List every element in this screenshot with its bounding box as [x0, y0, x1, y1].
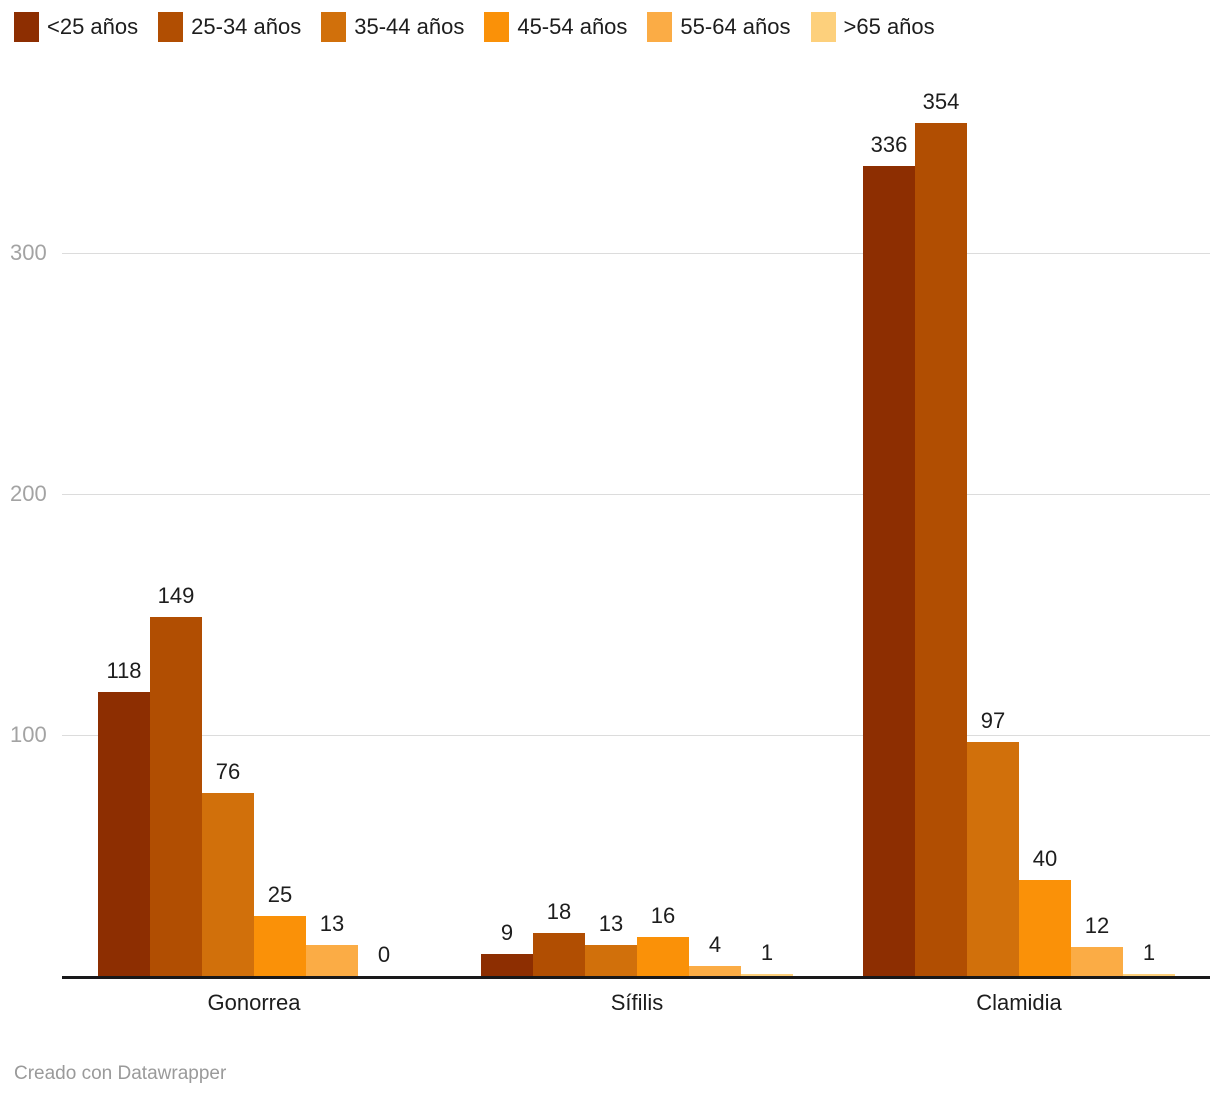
legend-item-45-54-anos: 45-54 años: [484, 12, 627, 42]
gridline-200: [62, 494, 1210, 495]
legend-label: >65 años: [843, 14, 935, 39]
value-label-gonorrea-gt-65-anos: 0: [377, 942, 391, 967]
bar-clamidia-25-34-anos: [915, 123, 967, 976]
bar-clamidia-55-64-anos: [1071, 947, 1123, 976]
bar-gonorrea-25-34-anos: [150, 617, 202, 976]
legend: <25 años 25-34 años 35-44 años 45-54 años 55…: [14, 12, 935, 42]
value-label-clamidia-45-54-anos: 40: [1032, 846, 1058, 871]
legend-swatch-icon: [810, 12, 836, 42]
value-label-clamidia-55-64-anos: 12: [1084, 913, 1110, 938]
bar-sifilis-55-64-anos: [689, 966, 741, 976]
legend-label: 35-44 años: [354, 14, 465, 39]
value-label-sifilis-lt-25-anos: 9: [500, 920, 514, 945]
y-tick-label-100: 100: [10, 722, 47, 747]
bar-gonorrea-45-54-anos: [254, 916, 306, 976]
value-label-sifilis-55-64-anos: 4: [708, 932, 722, 957]
bar-sifilis-25-34-anos: [533, 933, 585, 976]
legend-item-55-64-anos: 55-64 años: [647, 12, 791, 42]
bar-sifilis-gt-65-anos: [741, 974, 793, 976]
bar-sifilis-lt-25-anos: [481, 954, 533, 976]
value-label-clamidia-25-34-anos: 354: [922, 89, 960, 114]
value-label-clamidia-gt-65-anos: 1: [1142, 940, 1156, 965]
bar-gonorrea-55-64-anos: [306, 945, 358, 976]
legend-item-35-44-anos: 35-44 años: [321, 12, 464, 42]
value-label-sifilis-gt-65-anos: 1: [760, 940, 774, 965]
legend-label: <25 años: [47, 14, 139, 39]
gridline-300: [62, 253, 1210, 254]
legend-item-gt-65-anos: >65 años: [810, 12, 935, 42]
datawrapper-credit: Creado con Datawrapper: [14, 1063, 227, 1084]
value-label-sifilis-45-54-anos: 16: [650, 903, 676, 928]
y-tick-label-300: 300: [10, 240, 47, 265]
category-label-clamidia: Clamidia: [976, 990, 1062, 1015]
value-label-clamidia-35-44-anos: 97: [980, 708, 1006, 733]
category-label-sifilis: Sífilis: [610, 990, 664, 1015]
value-label-gonorrea-35-44-anos: 76: [215, 759, 241, 784]
value-label-gonorrea-45-54-anos: 25: [267, 882, 293, 907]
legend-label: 25-34 años: [191, 14, 302, 39]
legend-swatch-icon: [14, 12, 39, 42]
legend-label: 55-64 años: [680, 14, 791, 39]
bar-sifilis-45-54-anos: [637, 937, 689, 976]
bar-clamidia-gt-65-anos: [1123, 974, 1175, 976]
gridline-100: [62, 735, 1210, 736]
bar-clamidia-45-54-anos: [1019, 880, 1071, 976]
bar-clamidia-35-44-anos: [967, 742, 1019, 976]
bar-gonorrea-35-44-anos: [202, 793, 254, 976]
legend-item-lt-25-anos: <25 años: [14, 12, 138, 42]
value-label-sifilis-35-44-anos: 13: [598, 911, 624, 936]
bar-sifilis-35-44-anos: [585, 945, 637, 976]
legend-swatch-icon: [321, 12, 347, 42]
legend-swatch-icon: [647, 12, 673, 42]
x-axis-line: [62, 976, 1210, 979]
legend-swatch-icon: [158, 12, 184, 42]
bar-gonorrea-lt-25-anos: [98, 692, 150, 976]
value-label-gonorrea-25-34-anos: 149: [157, 583, 195, 608]
legend-label: 45-54 años: [517, 14, 628, 39]
value-label-sifilis-25-34-anos: 18: [546, 899, 572, 924]
value-label-clamidia-lt-25-anos: 336: [870, 132, 908, 157]
value-label-gonorrea-lt-25-anos: 118: [106, 658, 142, 683]
legend-item-25-34-anos: 25-34 años: [158, 12, 301, 42]
category-label-gonorrea: Gonorrea: [207, 990, 301, 1015]
y-tick-label-200: 200: [10, 481, 47, 506]
legend-swatch-icon: [484, 12, 510, 42]
value-label-gonorrea-55-64-anos: 13: [319, 911, 345, 936]
bar-clamidia-lt-25-anos: [863, 166, 915, 976]
